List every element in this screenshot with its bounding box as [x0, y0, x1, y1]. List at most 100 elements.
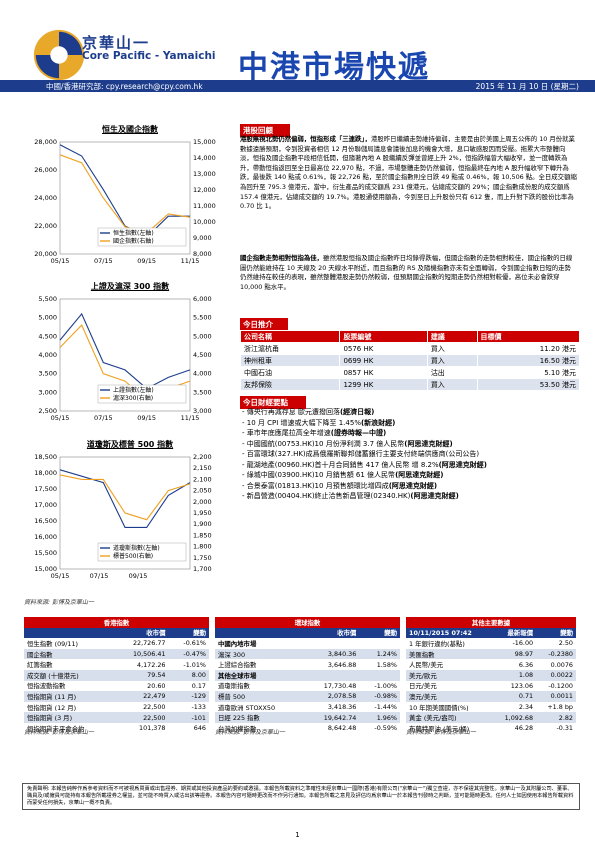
market-cell: 恒指期貨 (11 月) [24, 691, 114, 702]
chart-title-dow: 道瓊斯及標普 500 指數 [86, 440, 174, 449]
market-column-header: 10/11/2015 07:42 [406, 627, 493, 639]
market-cell: 17,730.48 [304, 680, 360, 692]
y-right-tick-label: 4,000 [193, 370, 212, 378]
x-tick-label: 05/15 [51, 414, 70, 422]
market-cell [304, 669, 360, 681]
market-cell: 日元/美元 [406, 680, 493, 692]
market-cell: 1.96% [359, 712, 400, 723]
y-right-tick-label: 1,900 [193, 520, 212, 528]
news-header: 今日財經要點 [240, 396, 306, 409]
picks-cell: 0699 HK [339, 354, 428, 367]
legend-box [97, 384, 187, 404]
y-right-tick-label: 9,000 [193, 234, 212, 242]
plot-frame [59, 456, 191, 570]
market-cell: 上證綜合指數 [215, 659, 305, 670]
other-data-table: 其他主要數據 10/11/2015 07:42 最新報價 變動 1 年銀行違約(基點) -… [406, 617, 576, 734]
news-item: - 龍湖地產(00960.HK)首十月合同銷售 417 億人民幣 增 8.2%(… [242, 460, 488, 469]
y-right-tick-label: 4,500 [193, 351, 212, 359]
picks-cell: 53.50 港元 [476, 378, 581, 391]
market-cell: 0.0011 [536, 691, 576, 702]
y-right-tick-label: 5,000 [193, 332, 212, 340]
market-cell: 123.06 [492, 680, 537, 692]
market-cell: 20.60 [113, 680, 169, 692]
review-header: 港股回顧 [240, 124, 290, 137]
plot-frame [59, 141, 191, 255]
market-cell: 黃金 (美元/盎司) [406, 712, 493, 723]
review-text-1: 港股昨日繼續走勢維持偏弱，主要是由於美國上周五公佈的 10 月份就業數據遠勝預期… [240, 135, 577, 211]
page-number: 1 [295, 831, 300, 839]
market-cell: 恒指期貨 (12 月) [24, 701, 114, 713]
y-left-tick-label: 5,500 [38, 295, 57, 303]
market-cell: +1.8 bp [536, 701, 576, 713]
x-tick-label: 11/15 [181, 414, 200, 422]
series-line-2 [59, 474, 191, 521]
market-row: 恒指期貨未平倉合約 101,378 646 [24, 722, 209, 734]
chart-sse: 5,500 5,000 4,500 4,000 3,500 3,000 2,500 6,000… [38, 295, 212, 422]
market-cell: -129 [168, 691, 209, 702]
y-left-tick-label: 17,000 [34, 501, 57, 509]
picks-cell: 1299 HK [339, 378, 428, 391]
legend-label: 國企指數(右軸) [113, 237, 154, 245]
market-cell: 46.28 [492, 722, 537, 734]
market-cell: 22,726.77 [113, 638, 169, 649]
news-item: - 傳央行再減存息 歐元遭撥回落(經濟日報) [242, 408, 375, 416]
market-cell: 美匯指數 [406, 648, 493, 660]
legend-label: 恒生指數(左軸) [113, 229, 154, 237]
picks-row: 神州租車 0699 HK 買入 16.50 港元 [239, 354, 581, 367]
market-cell: 布蘭特原油 (美元/桶) [406, 722, 493, 734]
picks-cell: 0857 HK [339, 366, 428, 379]
market-row: 美元/歐元 1.08 0.0022 [406, 669, 576, 681]
market-cell: 0.0022 [536, 669, 576, 681]
legend-label: 道瓊斯指數(左軸) [113, 544, 160, 552]
page-title: 中港市場快遞 [238, 50, 430, 85]
y-left-tick-label: 4,500 [38, 332, 57, 340]
series-line-1 [59, 144, 190, 238]
market-cell: 79.54 [113, 669, 169, 681]
market-row: 10 年期美國國債(%) 2.34 +1.8 bp [406, 701, 576, 713]
market-cell: 恒指期貨未平倉合約 [24, 722, 114, 734]
news-item: - 百富環球(327.HK)成爲俄羅斯聯邦儲蓄銀行主要支付終端供應商(公司公告) [242, 450, 480, 458]
market-column-header: 收市價 [113, 627, 169, 639]
brand-english-name: Core Pacific - Yamaichi [82, 50, 216, 62]
picks-cell: 買入 [426, 378, 478, 391]
legend-label: 滬深300(右軸) [113, 394, 153, 402]
market-cell: 0.0076 [536, 659, 576, 670]
x-tick-label: 07/15 [94, 257, 113, 265]
market-cell: -0.1200 [536, 680, 576, 692]
market-column-header: 變動 [536, 627, 576, 639]
y-left-tick-label: 28,000 [34, 138, 57, 146]
hk-index-table: 香港指數 收市價 變動 恒生指數 (09/11) 22,726.77 -0.61% 國企指數… [24, 617, 209, 734]
y-right-tick-label: 12,000 [193, 186, 216, 194]
picks-cell: 11.20 港元 [476, 342, 581, 355]
market-column-header [215, 627, 305, 639]
y-right-tick-label: 13,000 [193, 170, 216, 178]
market-row: 上證綜合指數 3,646.88 1.58% [215, 659, 400, 670]
review-paragraph-2: 國企指數走勢相對恒指為佳，雖然港股恒指及國企指數昨日均錄得跌幅，但國企指數的走勢… [240, 254, 577, 292]
picks-table: 公司名稱 股票編號 建議 目標價 浙江滬杭甬 0576 HK 買入 11.20 港元 神州租車 0… [239, 330, 581, 391]
y-left-tick-label: 22,000 [34, 222, 57, 230]
y-right-tick-label: 2,150 [193, 464, 212, 472]
market-cell: 3,418.36 [304, 701, 360, 713]
y-right-tick-label: 1,800 [193, 543, 212, 551]
market-column-header: 變動 [168, 627, 209, 639]
y-right-tick-label: 2,000 [193, 498, 212, 506]
market-row: 布蘭特原油 (美元/桶) 46.28 -0.31 [406, 722, 576, 734]
chart-title-sse: 上證及滬深 300 指數 [90, 282, 170, 291]
market-cell: -0.47% [168, 648, 209, 660]
market-cell: -0.98% [359, 691, 400, 702]
market-cell [359, 669, 400, 681]
market-cell [304, 638, 360, 649]
market-row: 道瓊歐洲 STOXX50 3,418.36 -1.44% [215, 701, 400, 713]
market-cell: 0.71 [492, 691, 537, 702]
y-left-tick-label: 16,000 [34, 533, 57, 541]
market-cell: 22,500 [113, 701, 169, 713]
market-cell: 標普 500 [215, 691, 305, 702]
market-cell: 紅籌指數 [24, 659, 114, 670]
x-tick-label: 07/15 [94, 414, 113, 422]
y-right-tick-label: 1,850 [193, 531, 212, 539]
market-cell: 道瓊歐洲 STOXX50 [215, 701, 305, 713]
market-cell: 3,646.88 [304, 659, 360, 670]
market-cell: -16.00 [492, 638, 537, 649]
market-cell: 1,092.68 [492, 712, 537, 723]
market-cell: 6.36 [492, 659, 537, 670]
